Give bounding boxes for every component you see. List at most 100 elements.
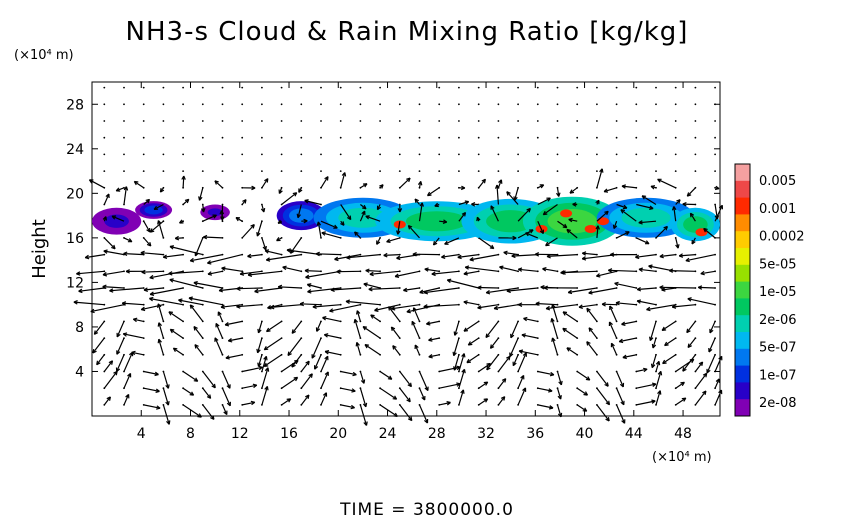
wind-vector-head: [341, 172, 347, 177]
colorbar-swatch: [735, 315, 750, 333]
wind-vector-head: [334, 256, 339, 262]
wind-vector-head: [706, 368, 711, 374]
wind-vector-head: [291, 363, 296, 368]
wind-vector: [582, 252, 597, 256]
wind-vector-head: [265, 327, 271, 333]
wind-vector: [672, 304, 696, 308]
wind-vector-head: [206, 394, 212, 399]
wind-vector-head: [143, 287, 149, 292]
wind-vector-head: [441, 254, 446, 259]
grid-dot: [221, 136, 224, 139]
grid-dot: [497, 120, 500, 122]
wind-vector-head: [506, 288, 511, 294]
wind-vector: [320, 176, 329, 189]
wind-vector-head: [305, 360, 310, 366]
wind-vector: [537, 220, 544, 234]
wind-vector: [689, 212, 696, 222]
y-tick-label: 4: [75, 364, 84, 380]
wind-vector: [182, 371, 199, 382]
cloud-patch: [338, 207, 388, 228]
wind-vector: [608, 269, 637, 272]
wind-vector-head: [78, 288, 83, 294]
wind-vector-head: [291, 329, 297, 334]
wind-vector: [359, 388, 367, 407]
y-tick-label: 12: [66, 275, 84, 291]
grid-dot: [300, 120, 303, 122]
wind-vector-head: [621, 321, 626, 326]
grid-dot: [221, 103, 224, 106]
wind-vector-head: [601, 302, 606, 307]
grid-dot: [497, 136, 500, 139]
wind-vector: [123, 237, 133, 243]
wind-vector-head: [490, 205, 495, 210]
wind-vector: [457, 254, 479, 258]
wind-vector: [123, 351, 134, 372]
cloud-peak: [597, 217, 609, 226]
wind-vector-head: [256, 348, 261, 354]
wind-vector-head: [312, 304, 317, 309]
wind-vector: [102, 286, 125, 289]
wind-vector: [431, 270, 459, 275]
wind-vector-head: [113, 370, 118, 376]
wind-vector: [103, 360, 113, 372]
grid-dot: [320, 170, 322, 173]
grid-dot: [596, 86, 598, 89]
wind-vector-head: [226, 401, 231, 407]
wind-vector-head: [529, 229, 534, 234]
wind-vector-head: [263, 345, 269, 351]
wind-vector: [652, 337, 657, 349]
wind-vector: [133, 181, 145, 189]
wind-vector: [537, 197, 551, 206]
x-axis-ticks: 4 8 12 16 20 24 28 32 36 40 44 48: [137, 82, 692, 442]
wind-vector: [236, 287, 262, 290]
wind-vector-head: [698, 361, 704, 367]
wind-vector-head: [169, 278, 174, 283]
wind-vector-head: [610, 252, 615, 257]
grid-dot: [596, 170, 598, 173]
wind-vector-head: [568, 217, 573, 223]
wind-vector: [228, 337, 243, 342]
wind-vector-head: [406, 397, 411, 403]
grid-dot: [398, 120, 401, 122]
wind-vector-head: [595, 199, 600, 205]
wind-vector: [388, 306, 401, 322]
wind-vector-head: [322, 392, 328, 397]
wind-vector-head: [588, 290, 593, 295]
wind-vector: [93, 321, 105, 335]
wind-vector-head: [140, 306, 146, 312]
colorbar-swatch: [735, 382, 750, 400]
grid-dot: [418, 170, 421, 173]
wind-vector: [608, 321, 618, 339]
wind-vector-head: [638, 220, 643, 225]
grid-dot: [714, 136, 716, 139]
wind-vector: [169, 279, 203, 289]
wind-vector: [263, 354, 282, 367]
wind-vector: [324, 334, 341, 339]
grid-dot: [339, 86, 342, 89]
wind-vector-head: [608, 321, 613, 327]
wind-vector-head: [311, 354, 316, 359]
wind-vector: [103, 371, 118, 389]
wind-vector-head: [431, 271, 436, 277]
wind-vector: [207, 254, 243, 264]
wind-vector: [428, 337, 440, 341]
grid-dot: [615, 103, 618, 106]
wind-vector: [363, 283, 381, 289]
wind-vector-head: [345, 299, 351, 305]
wind-vector-head: [140, 250, 145, 256]
grid-dot: [635, 136, 638, 139]
wind-vector: [85, 254, 105, 259]
wind-vector-head: [242, 199, 247, 204]
wind-vector: [463, 320, 480, 332]
wind-vector-head: [567, 289, 573, 295]
wind-vector-head: [620, 400, 625, 406]
wind-vector: [247, 254, 262, 257]
grid-dot: [339, 136, 342, 139]
grid-dot: [635, 103, 638, 106]
cloud-patch: [289, 208, 314, 223]
wind-vector-head: [604, 210, 609, 216]
wind-vector-head: [188, 296, 193, 301]
grid-dot: [280, 153, 283, 156]
wind-vector: [153, 203, 164, 210]
wind-vector-head: [521, 333, 526, 338]
